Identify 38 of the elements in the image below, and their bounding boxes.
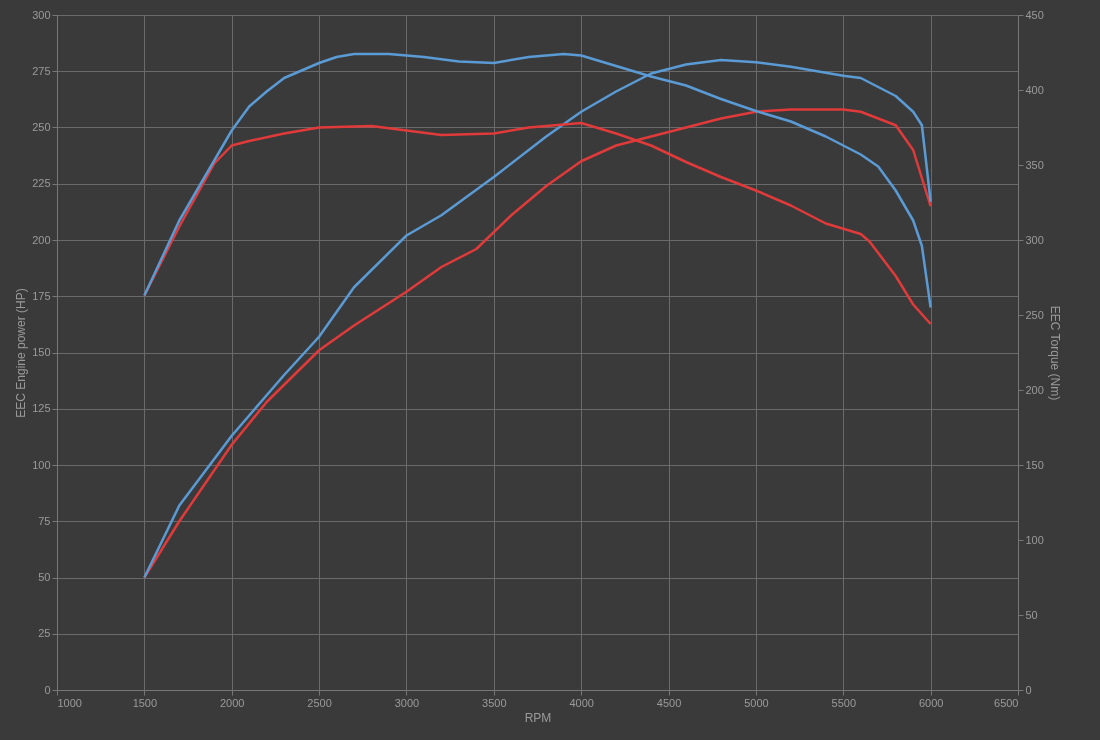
y2-tick-label: 150 bbox=[1025, 458, 1044, 471]
y2-tick-label: 450 bbox=[1025, 8, 1044, 21]
x-tick-label: 6500 bbox=[994, 696, 1019, 709]
y-tick-label: 250 bbox=[32, 121, 51, 133]
x-tick-label: 3500 bbox=[482, 696, 507, 709]
y2-tick-label: 350 bbox=[1025, 158, 1044, 171]
y-tick-label: 125 bbox=[32, 402, 51, 415]
y2-tick-label: 50 bbox=[1025, 608, 1038, 621]
x-tick-label: 5000 bbox=[744, 696, 769, 709]
x-tick-label: 1500 bbox=[132, 696, 158, 709]
x-tick-label: 4000 bbox=[569, 696, 594, 709]
y-tick-label: 225 bbox=[32, 177, 51, 190]
y-tick-label: 200 bbox=[32, 233, 51, 246]
x-tick-label: 6000 bbox=[918, 696, 944, 709]
x-tick-label: 2500 bbox=[307, 696, 332, 709]
y2-tick-label: 0 bbox=[1025, 683, 1032, 696]
x-tick-label: 2000 bbox=[219, 696, 245, 709]
y-axis-title: EEC Engine power (HP) bbox=[14, 288, 29, 418]
y-tick-label: 50 bbox=[38, 571, 51, 583]
x-tick-label: 3000 bbox=[394, 696, 420, 709]
y2-tick-label: 200 bbox=[1025, 383, 1044, 396]
y-tick-label: 100 bbox=[32, 458, 51, 471]
y2-axis-title: EEC Torque (Nm) bbox=[1047, 305, 1062, 401]
y-tick-label: 0 bbox=[44, 683, 51, 696]
x-tick-label: 5500 bbox=[831, 696, 857, 709]
y2-tick-label: 300 bbox=[1025, 233, 1044, 246]
y-tick-label: 175 bbox=[32, 289, 51, 302]
y2-tick-label: 400 bbox=[1025, 83, 1044, 96]
y-tick-label: 275 bbox=[32, 64, 51, 77]
y2-tick-label: 250 bbox=[1025, 308, 1044, 321]
y-tick-label: 150 bbox=[32, 346, 51, 358]
x-tick-label: 1000 bbox=[57, 696, 82, 709]
y-tick-label: 25 bbox=[38, 627, 51, 640]
y-tick-label: 75 bbox=[38, 514, 51, 527]
x-axis-title: RPM bbox=[524, 710, 552, 725]
x-tick-label: 4500 bbox=[656, 696, 682, 709]
y2-tick-label: 100 bbox=[1025, 533, 1044, 546]
y-tick-label: 300 bbox=[32, 8, 51, 21]
